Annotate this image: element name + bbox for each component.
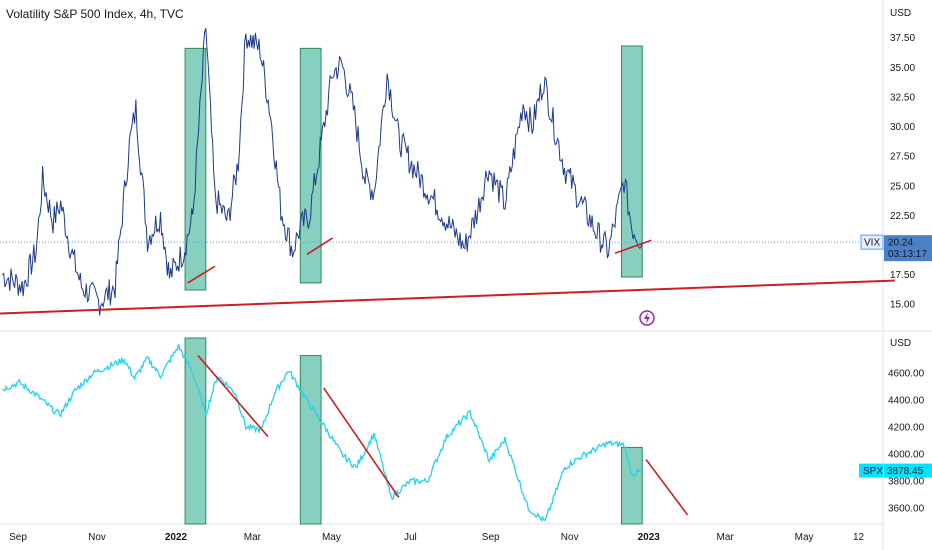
vix-axis-tick: 17.50 xyxy=(890,270,915,281)
spx-axis-tick: 4600.00 xyxy=(888,369,925,380)
spx-last-price-badge xyxy=(884,463,932,478)
time-axis-label: May xyxy=(322,532,341,543)
vix-axis-tick: 37.50 xyxy=(890,33,915,44)
spx-axis-unit: USD xyxy=(890,338,911,349)
time-axis-label: Nov xyxy=(88,532,106,543)
time-axis-label: Jul xyxy=(404,532,417,543)
spx-highlight-box-3[interactable] xyxy=(621,446,643,525)
time-axis-label: Sep xyxy=(482,532,500,543)
vix-axis-tick: 30.00 xyxy=(890,122,915,133)
time-axis-label: Sep xyxy=(9,532,27,543)
vix-trendline-3[interactable] xyxy=(614,239,652,255)
vix-axis-unit: USD xyxy=(890,8,911,19)
time-axis-label: Mar xyxy=(244,532,262,543)
vix-axis-tick: 32.50 xyxy=(890,92,915,103)
vix-axis-tick: 25.00 xyxy=(890,181,915,192)
vix-trendline-1[interactable] xyxy=(187,265,216,284)
lightning-event-icon[interactable] xyxy=(639,310,655,326)
time-axis-label: Mar xyxy=(716,532,734,543)
vix-axis-tick: 27.50 xyxy=(890,152,915,163)
vix-axis-tick: 35.00 xyxy=(890,63,915,74)
time-axis-label: 2022 xyxy=(165,532,188,543)
vix-symbol-badge[interactable] xyxy=(860,234,884,250)
vix-axis-tick: 15.00 xyxy=(890,300,915,311)
spx-trendline-3[interactable] xyxy=(645,459,689,516)
vix-last-price-badge xyxy=(884,235,932,262)
spx-axis-tick: 4000.00 xyxy=(888,450,925,461)
vix-highlight-box-3[interactable] xyxy=(621,45,643,278)
vix-trendline-4[interactable] xyxy=(0,279,895,315)
spx-symbol-label: SPX xyxy=(863,466,883,477)
spx-highlight-box-1[interactable] xyxy=(184,337,207,525)
time-axis-label: 12 xyxy=(853,532,865,543)
vix-series-line xyxy=(2,28,643,316)
time-axis-label: Nov xyxy=(561,532,579,543)
spx-axis-tick: 4200.00 xyxy=(888,423,925,434)
spx-axis-tick: 4400.00 xyxy=(888,396,925,407)
spx-series-line xyxy=(2,343,643,523)
vix-countdown: 03:13:17 xyxy=(888,249,927,260)
time-axis-label: 2023 xyxy=(638,532,661,543)
spx-trendline-1[interactable] xyxy=(197,355,269,438)
time-axis-label: May xyxy=(795,532,814,543)
vix-last-price: 20.24 xyxy=(888,238,913,249)
chart-title: Volatility S&P 500 Index, 4h, TVC xyxy=(6,7,184,21)
vix-axis-tick: 22.50 xyxy=(890,211,915,222)
spx-axis-tick: 3600.00 xyxy=(888,504,925,515)
spx-trendline-2[interactable] xyxy=(322,387,400,498)
spx-highlight-box-2[interactable] xyxy=(299,355,322,525)
vix-trendline-2[interactable] xyxy=(306,237,334,256)
vix-symbol-label: VIX xyxy=(864,238,880,249)
spx-axis-tick: 3800.00 xyxy=(888,477,925,488)
spx-symbol-badge[interactable] xyxy=(859,463,883,478)
vix-highlight-box-2[interactable] xyxy=(299,47,322,284)
spx-last-price: 3878.45 xyxy=(887,466,924,477)
